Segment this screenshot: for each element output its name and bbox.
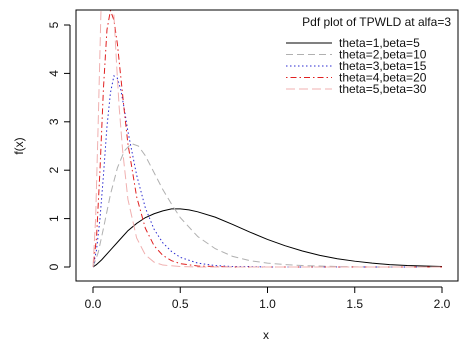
series-line-3 bbox=[92, 74, 442, 268]
plot-frame bbox=[75, 9, 459, 282]
series-group bbox=[92, 10, 443, 268]
x-tick-label: 0.5 bbox=[172, 297, 189, 311]
y-tick-label: 5 bbox=[47, 21, 61, 28]
legend-label: theta=1,beta=5 bbox=[339, 36, 420, 50]
y-axis: 0 1 2 3 4 5 bbox=[47, 21, 71, 270]
series-line-5 bbox=[92, 10, 442, 268]
y-tick-label: 4 bbox=[47, 70, 61, 77]
legend-label: theta=3,beta=15 bbox=[339, 59, 427, 73]
y-tick-label: 0 bbox=[47, 263, 61, 270]
x-tick-label: 1.0 bbox=[259, 297, 276, 311]
legend-label: theta=5,beta=30 bbox=[339, 82, 427, 96]
legend-title: Pdf plot of TPWLD at alfa=3 bbox=[302, 15, 451, 29]
x-tick-label: 2.0 bbox=[434, 297, 451, 311]
legend-label: theta=4,beta=20 bbox=[339, 71, 427, 85]
legend-label: theta=2,beta=10 bbox=[339, 48, 427, 62]
x-tick-label: 0.0 bbox=[85, 297, 102, 311]
y-tick-label: 1 bbox=[47, 215, 61, 222]
legend: Pdf plot of TPWLD at alfa=3 theta=1,beta… bbox=[286, 15, 451, 96]
x-axis: 0.0 0.5 1.0 1.5 2.0 bbox=[85, 286, 451, 311]
x-tick-label: 1.5 bbox=[346, 297, 363, 311]
x-axis-title: x bbox=[263, 328, 269, 342]
series-line-1 bbox=[92, 208, 443, 268]
y-tick-label: 2 bbox=[47, 167, 61, 174]
y-axis-title: f(x) bbox=[12, 137, 26, 154]
series-line-2 bbox=[92, 143, 442, 268]
y-tick-label: 3 bbox=[47, 118, 61, 125]
